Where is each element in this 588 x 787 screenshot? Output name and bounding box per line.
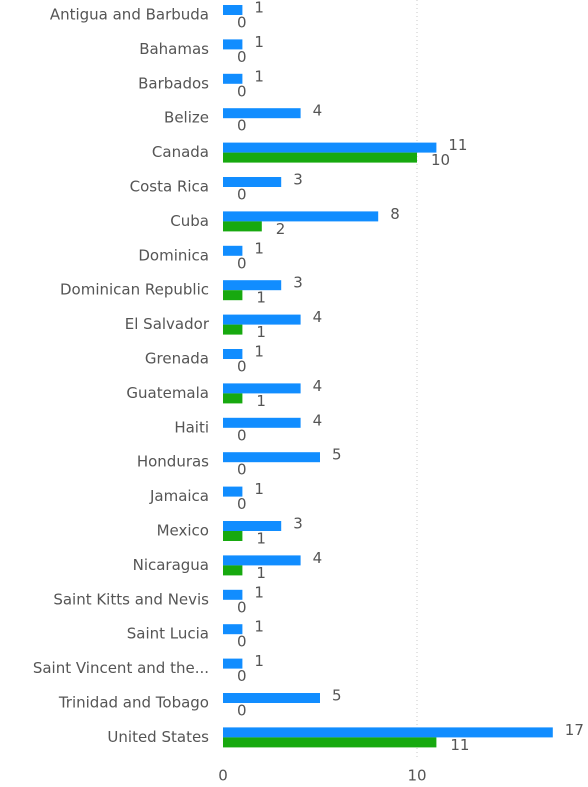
y-tick-label: Saint Vincent and the... (33, 659, 209, 677)
y-tick-label: Belize (164, 109, 209, 127)
y-tick-label: El Salvador (125, 315, 210, 333)
data-label: 1 (254, 239, 264, 257)
data-label: 3 (293, 171, 303, 189)
data-label: 0 (237, 254, 247, 272)
data-label: 1 (254, 480, 264, 498)
data-label: 0 (237, 702, 247, 720)
data-label: 1 (254, 652, 264, 670)
data-label: 4 (313, 411, 323, 429)
bar (223, 221, 262, 232)
x-tick-label: 10 (407, 767, 426, 785)
data-label: 5 (332, 446, 342, 464)
y-tick-label: Bahamas (139, 40, 209, 58)
bar (223, 531, 243, 541)
data-label: 0 (237, 14, 247, 32)
data-label: 11 (450, 736, 469, 754)
bar (223, 521, 282, 531)
y-tick-label: Saint Kitts and Nevis (53, 590, 209, 608)
bar (223, 349, 243, 359)
bar (223, 177, 282, 187)
bar (223, 324, 243, 335)
y-tick-label: Barbados (138, 74, 209, 92)
bar (223, 280, 282, 291)
data-label: 0 (237, 117, 247, 135)
data-label: 10 (431, 151, 450, 169)
data-label: 1 (254, 583, 264, 601)
data-label: 0 (237, 82, 247, 100)
data-label: 4 (313, 308, 323, 326)
bar (223, 383, 301, 394)
y-tick-label: Antigua and Barbuda (50, 6, 209, 24)
data-label: 1 (254, 618, 264, 636)
bar (223, 39, 243, 50)
y-tick-label: Honduras (137, 453, 209, 471)
y-tick-label: Costa Rica (130, 178, 209, 196)
bar (223, 142, 437, 153)
bar (223, 245, 243, 256)
data-label: 0 (237, 598, 247, 616)
bar (223, 555, 301, 566)
y-tick-label: Dominica (138, 246, 209, 264)
x-tick-label: 0 (218, 767, 228, 785)
y-tick-label: Jamaica (149, 487, 209, 505)
bar (223, 737, 437, 748)
data-label: 0 (237, 186, 247, 204)
bar (223, 211, 379, 222)
bar (223, 693, 320, 703)
data-label: 8 (390, 205, 400, 223)
data-label: 0 (237, 358, 247, 376)
data-label: 4 (313, 549, 323, 567)
bar (223, 152, 417, 163)
bar (223, 589, 243, 600)
y-tick-label: Nicaragua (133, 556, 209, 574)
bar (223, 5, 243, 15)
y-tick-label: Canada (152, 143, 209, 161)
data-label: 1 (254, 343, 264, 361)
bar (223, 727, 553, 738)
bar (223, 452, 320, 463)
data-label: 1 (254, 33, 264, 51)
bar (223, 290, 243, 301)
data-label: 17 (565, 721, 584, 739)
data-label: 0 (237, 48, 247, 66)
data-label: 0 (237, 461, 247, 479)
bar (223, 486, 243, 497)
y-tick-label: Haiti (174, 418, 209, 436)
data-label: 0 (237, 633, 247, 651)
data-label: 4 (313, 377, 323, 395)
y-tick-label: Grenada (145, 350, 209, 368)
data-label: 2 (276, 220, 286, 238)
data-label: 1 (254, 0, 264, 17)
data-label: 3 (293, 515, 303, 533)
y-tick-label: Mexico (157, 522, 209, 540)
data-label: 1 (256, 530, 266, 548)
data-label: 5 (332, 687, 342, 705)
data-label: 1 (254, 67, 264, 85)
bar (223, 624, 243, 635)
bar (223, 314, 301, 325)
data-label: 1 (256, 392, 266, 410)
bar (223, 393, 243, 404)
data-label: 0 (237, 667, 247, 685)
bar (223, 417, 301, 428)
bar (223, 565, 243, 576)
data-label: 4 (313, 102, 323, 120)
y-tick-label: Trinidad and Tobago (58, 694, 209, 712)
data-label: 0 (237, 426, 247, 444)
y-tick-label: Cuba (170, 212, 209, 230)
data-label: 0 (237, 495, 247, 513)
data-label: 1 (256, 289, 266, 307)
bar (223, 108, 301, 119)
bar (223, 658, 243, 669)
data-label: 11 (448, 136, 467, 154)
data-label: 1 (256, 323, 266, 341)
y-tick-label: Guatemala (126, 384, 209, 402)
bar (223, 73, 243, 84)
y-tick-label: United States (107, 728, 209, 746)
y-tick-label: Saint Lucia (127, 625, 209, 643)
data-label: 1 (256, 564, 266, 582)
y-tick-label: Dominican Republic (60, 281, 209, 299)
data-label: 3 (293, 274, 303, 292)
